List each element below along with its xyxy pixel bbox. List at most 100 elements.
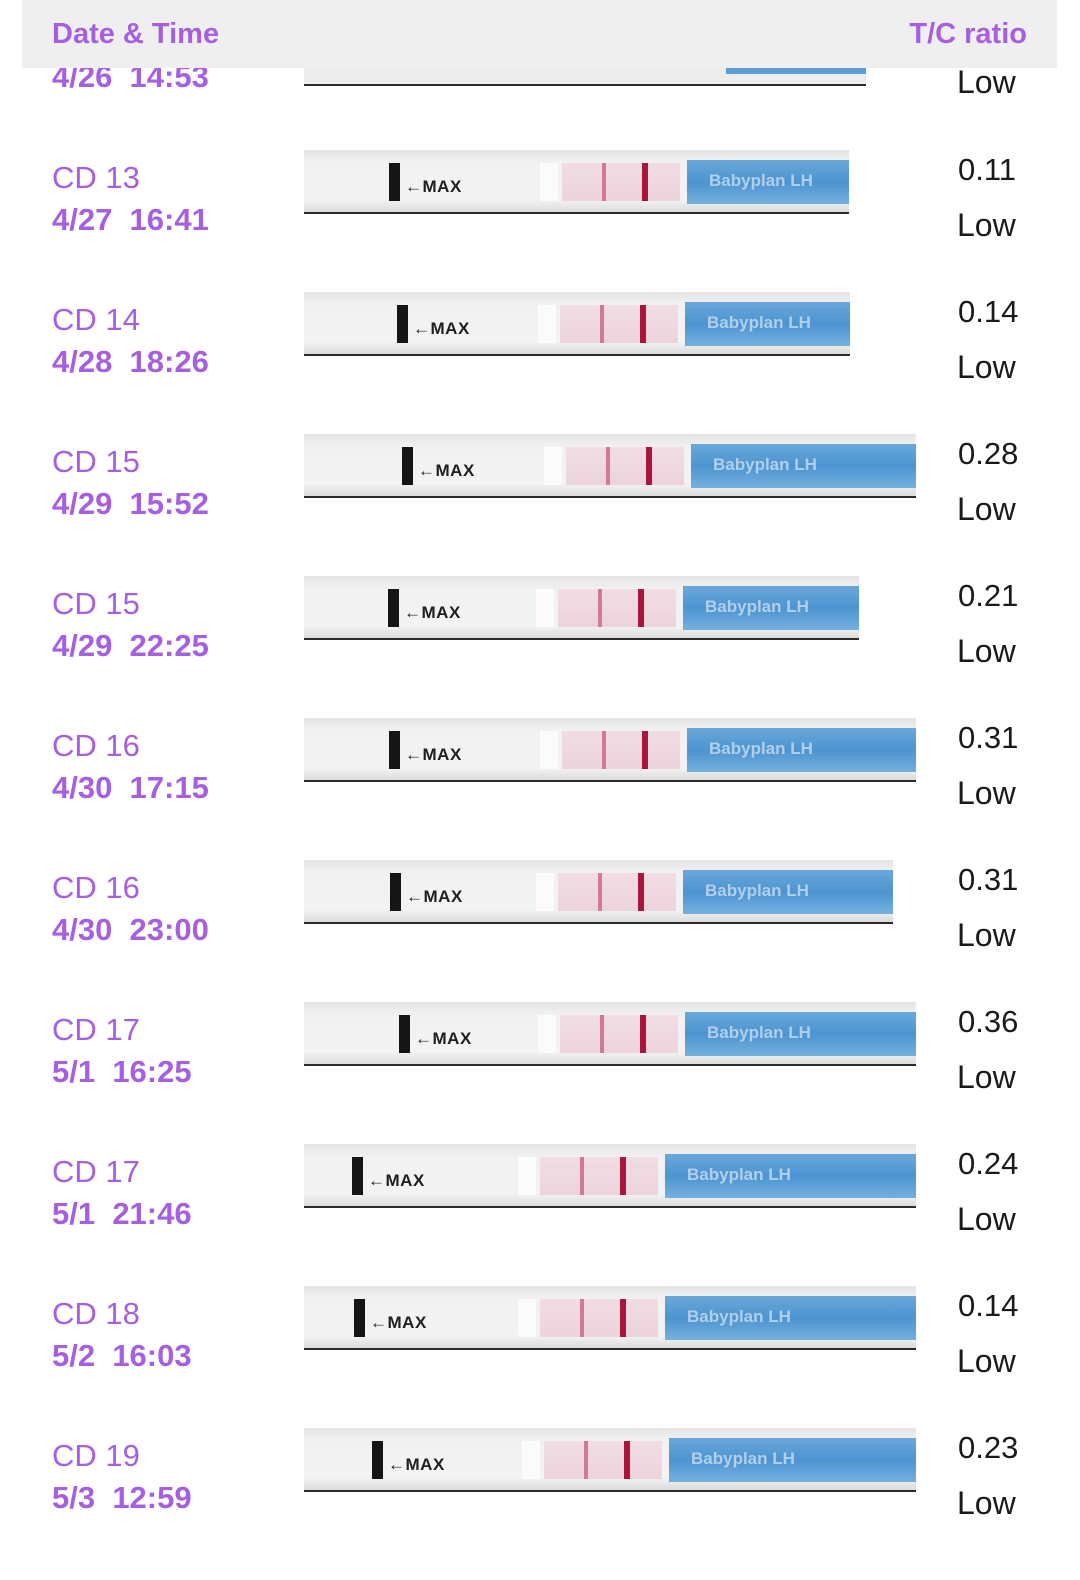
strip-result-window <box>562 163 680 201</box>
strip-sample-gap <box>538 1015 556 1053</box>
strip-max-bar <box>372 1441 383 1479</box>
strip-sample-gap <box>536 589 554 627</box>
strip-max-marker: ←MAX <box>418 461 475 480</box>
strip-sample-gap <box>518 1157 536 1195</box>
strip-brand-label: Babyplan LH <box>669 1438 916 1482</box>
list-item[interactable]: CD 16 4/30 23:00 ←MAX Babyplan LH 0.31 Low <box>0 860 1080 1012</box>
test-line <box>602 163 606 201</box>
tc-ratio-value: 0.21 <box>958 578 1019 613</box>
test-strip-photo: ←MAX Babyplan LH <box>304 1428 916 1492</box>
entry-date-time: 4/30 17:15 <box>52 770 209 805</box>
cycle-day-label: CD 16 <box>52 870 140 905</box>
strip-sample-gap <box>536 873 554 911</box>
lh-level-label: Low <box>957 1485 1016 1521</box>
cycle-day-label: CD 16 <box>52 728 140 763</box>
strip-brand-text: Babyplan LH <box>687 1307 791 1326</box>
lh-level-label: Low <box>957 349 1016 385</box>
strip-sample-gap <box>540 731 558 769</box>
tc-ratio-value: 0.14 <box>958 294 1019 329</box>
tc-ratio-value: 0.11 <box>958 152 1017 187</box>
lh-level-label: Low <box>957 491 1016 527</box>
strip-sample-gap <box>522 1441 540 1479</box>
strip-brand-label: Babyplan LH <box>685 302 850 346</box>
strip-brand-text: Babyplan LH <box>687 1165 791 1184</box>
strip-max-bar <box>389 731 400 769</box>
strip-result-window <box>558 873 676 911</box>
strip-brand-text: Babyplan LH <box>707 1023 811 1042</box>
entry-date-time: 4/30 23:00 <box>52 912 209 947</box>
test-strip-photo: ←MAX Babyplan LH <box>304 1286 916 1350</box>
list-item[interactable]: CD 17 5/1 21:46 ←MAX Babyplan LH 0.24 Low <box>0 1144 1080 1296</box>
test-line <box>598 589 602 627</box>
control-line <box>624 1441 630 1479</box>
strip-brand-label: Babyplan LH <box>685 1012 916 1056</box>
control-line <box>642 163 648 201</box>
strip-max-marker: ←MAX <box>370 1313 427 1332</box>
strip-max-marker: ←MAX <box>388 1455 445 1474</box>
strip-result-window <box>558 589 676 627</box>
strip-max-bar <box>389 163 400 201</box>
cycle-day-label: CD 14 <box>52 302 140 337</box>
list-item[interactable]: CD 15 4/29 15:52 ←MAX Babyplan LH 0.28 Low <box>0 434 1080 586</box>
strip-brand-text: Babyplan LH <box>713 455 817 474</box>
test-strip-photo: ←MAX Babyplan LH <box>304 150 849 214</box>
list-item[interactable]: CD 15 4/29 22:25 ←MAX Babyplan LH 0.21 Low <box>0 576 1080 728</box>
cycle-day-label: CD 15 <box>52 586 140 621</box>
entry-date-time: 5/2 16:03 <box>52 1338 192 1373</box>
list-item[interactable]: CD 17 5/1 16:25 ←MAX Babyplan LH 0.36 Low <box>0 1002 1080 1154</box>
entry-date-time: 5/1 21:46 <box>52 1196 192 1231</box>
test-strip-photo: ←MAX Babyplan LH <box>304 1144 916 1208</box>
list-item[interactable]: CD 18 5/2 16:03 ←MAX Babyplan LH 0.14 Low <box>0 1286 1080 1438</box>
strip-brand-text: Babyplan LH <box>705 597 809 616</box>
strip-brand-label: Babyplan LH <box>683 586 859 630</box>
list-item[interactable]: CD 16 4/30 17:15 ←MAX Babyplan LH 0.31 Low <box>0 718 1080 870</box>
test-strip-photo: ←MAX Babyplan LH <box>304 860 893 924</box>
test-strip-photo: ←MAX Babyplan LH <box>304 718 916 782</box>
list-item[interactable]: CD 13 4/27 16:41 ←MAX Babyplan LH 0.11 Low <box>0 150 1080 302</box>
strip-sample-gap <box>538 305 556 343</box>
strip-brand-label: Babyplan LH <box>691 444 916 488</box>
strip-max-marker: ←MAX <box>415 1029 472 1048</box>
entry-date-time: 4/29 22:25 <box>52 628 209 663</box>
cycle-day-label: CD 18 <box>52 1296 140 1331</box>
strip-brand-text: Babyplan LH <box>705 881 809 900</box>
strip-brand-label: Babyplan LH <box>665 1296 916 1340</box>
strip-result-window <box>566 447 684 485</box>
strip-result-window <box>560 1015 678 1053</box>
strip-result-window <box>560 305 678 343</box>
strip-brand-text: Babyplan LH <box>709 171 813 190</box>
test-strip-photo: ←MAX Babyplan LH <box>304 576 859 640</box>
strip-sample-gap <box>540 163 558 201</box>
strip-result-window <box>540 1157 658 1195</box>
strip-max-bar <box>352 1157 363 1195</box>
list-item[interactable]: CD 14 4/28 18:26 ←MAX Babyplan LH 0.14 Low <box>0 292 1080 444</box>
test-line <box>580 1157 584 1195</box>
entry-date-time: 4/29 15:52 <box>52 486 209 521</box>
list-item[interactable]: CD 19 5/3 12:59 ←MAX Babyplan LH 0.23 Low <box>0 1428 1080 1580</box>
cycle-day-label: CD 17 <box>52 1012 140 1047</box>
test-strip-photo-partial <box>304 68 866 86</box>
strip-brand-label: Babyplan LH <box>687 160 849 204</box>
control-line <box>640 305 646 343</box>
lh-level-label: Low <box>957 775 1016 811</box>
strip-max-marker: ←MAX <box>368 1171 425 1190</box>
test-line <box>606 447 610 485</box>
tc-ratio-value: 0.24 <box>958 1146 1019 1181</box>
tc-ratio-column-header: T/C ratio <box>909 18 1027 50</box>
lh-level-label: Low <box>957 1201 1016 1237</box>
date-time-column-header: Date & Time <box>52 18 220 50</box>
control-line <box>620 1157 626 1195</box>
strip-max-bar <box>354 1299 365 1337</box>
strip-sample-gap <box>518 1299 536 1337</box>
tc-ratio-value: 0.36 <box>958 1004 1019 1039</box>
entry-date-time: 4/28 18:26 <box>52 344 209 379</box>
strip-brand-text: Babyplan LH <box>691 1449 795 1468</box>
strip-brand-label: Babyplan LH <box>683 870 893 914</box>
test-line <box>584 1441 588 1479</box>
entry-date-time: 4/27 16:41 <box>52 202 209 237</box>
test-strip-photo: ←MAX Babyplan LH <box>304 1002 916 1066</box>
cycle-day-label: CD 13 <box>52 160 140 195</box>
strip-sample-gap <box>544 447 562 485</box>
control-line <box>642 731 648 769</box>
